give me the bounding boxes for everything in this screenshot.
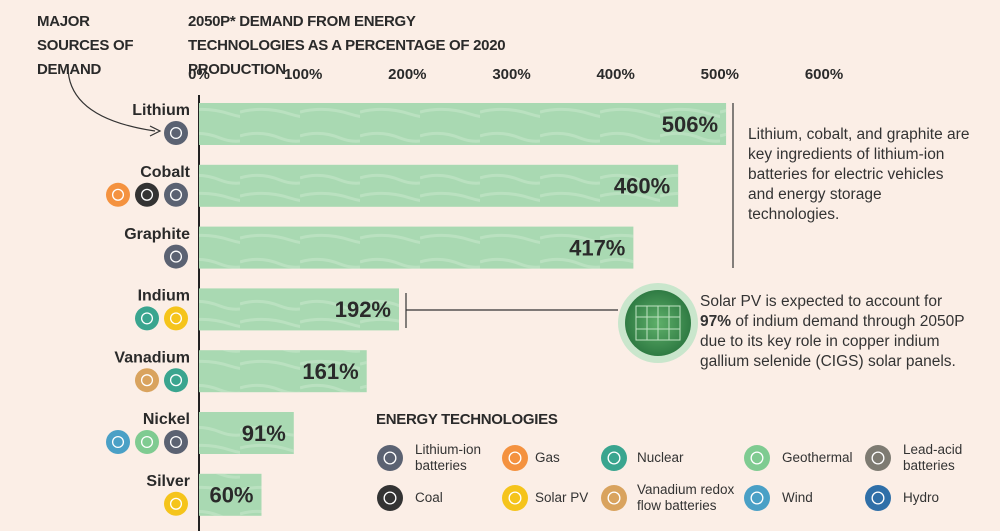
tech-icon-glyph	[140, 312, 154, 325]
tech-icon	[135, 182, 159, 207]
bar-texture	[199, 288, 399, 331]
tech-icon-glyph	[169, 188, 183, 201]
tech-icon	[502, 445, 528, 471]
bar-texture	[199, 103, 727, 145]
tech-icon-glyph	[169, 250, 183, 263]
legend-label: Nuclear	[637, 450, 684, 465]
tech-icon-glyph	[383, 451, 397, 465]
tech-icon-glyph	[508, 451, 522, 465]
category-axis-title: MAJOR SOURCES OF DEMAND	[37, 13, 134, 78]
tech-icon-glyph	[871, 491, 885, 505]
category-label: Silver	[146, 473, 190, 490]
bar-texture	[199, 473, 262, 516]
pointer-arrow	[67, 63, 156, 132]
tech-icon	[164, 491, 188, 516]
tech-icon	[744, 485, 770, 511]
tech-icon	[377, 445, 403, 471]
bar-texture	[199, 412, 294, 454]
legend-label: Hydro	[903, 490, 940, 505]
x-tick-label: 600%	[805, 66, 843, 83]
bar-texture	[199, 226, 634, 269]
legend-label: Coal	[415, 490, 443, 505]
annotation-highlight: 97%	[700, 313, 732, 330]
tech-icon-glyph	[140, 374, 154, 387]
x-tick-label: 400%	[596, 66, 634, 83]
tech-icon-glyph	[169, 374, 183, 387]
tech-icon-glyph	[140, 435, 154, 449]
solar-panel	[635, 305, 681, 341]
annotation: Lithium, cobalt, and graphite are key in…	[748, 126, 970, 223]
x-tick-label: 100%	[284, 66, 322, 83]
tech-icon	[106, 430, 130, 454]
annotation-text: Solar PV is expected to account for	[700, 293, 943, 310]
bar-texture	[199, 350, 367, 393]
legend-label: Solar PV	[535, 490, 589, 505]
category-label: Nickel	[143, 411, 190, 428]
value-label: 60%	[209, 483, 253, 508]
tech-icon	[601, 485, 627, 511]
tech-icon	[106, 182, 130, 207]
tech-icon-glyph	[169, 435, 183, 449]
tech-icon	[865, 445, 891, 471]
legend-label: Gas	[535, 450, 560, 465]
tech-icon	[865, 485, 891, 511]
tech-icon	[502, 485, 528, 511]
tech-icon-glyph	[383, 491, 397, 505]
value-label: 192%	[335, 297, 391, 322]
tech-icon-glyph	[750, 491, 764, 505]
category-label: Indium	[138, 288, 190, 305]
bracket	[405, 293, 618, 328]
tech-icon-glyph	[607, 451, 621, 465]
tech-icon-glyph	[169, 126, 183, 140]
legend-label: Wind	[782, 490, 813, 505]
legend-label: Geothermal	[782, 450, 853, 465]
x-tick-label: 200%	[388, 66, 426, 83]
tech-icon	[164, 121, 188, 145]
x-tick-label: 300%	[492, 66, 530, 83]
tech-icon	[135, 306, 159, 331]
tech-icon	[164, 244, 188, 269]
legend-label: Vanadium redox flow batteries	[637, 482, 735, 513]
tech-icon	[164, 306, 188, 331]
tech-icon	[164, 368, 188, 393]
category-label: Vanadium	[114, 349, 190, 366]
legend-title: ENERGY TECHNOLOGIES	[376, 411, 558, 428]
tech-icon-glyph	[750, 451, 764, 465]
arrow-head	[149, 125, 162, 137]
bar-texture	[199, 164, 679, 207]
tech-icon	[164, 430, 188, 454]
value-label: 161%	[302, 359, 358, 384]
tech-icon	[744, 445, 770, 471]
tech-icon-glyph	[169, 497, 183, 510]
x-tick-label: 500%	[701, 66, 739, 83]
tech-icon	[135, 368, 159, 393]
legend-label: Lithium-ion batteries	[415, 442, 482, 473]
tech-icon	[601, 445, 627, 471]
annotation-text: of indium demand through 2050P due to it…	[700, 313, 965, 370]
category-label: Lithium	[132, 102, 190, 119]
tech-icon-glyph	[169, 312, 183, 325]
category-label: Graphite	[124, 226, 190, 243]
x-tick-label: 0%	[188, 66, 210, 83]
tech-icon-glyph	[111, 188, 125, 201]
value-label: 91%	[242, 421, 286, 446]
tech-icon	[164, 182, 188, 207]
value-label: 506%	[662, 112, 718, 137]
tech-icon-glyph	[871, 451, 885, 465]
tech-icon-glyph	[607, 491, 621, 505]
chart-title: 2050P* DEMAND FROM ENERGY TECHNOLOGIES A…	[188, 13, 506, 78]
value-label: 417%	[569, 235, 625, 260]
tech-icon-glyph	[508, 491, 522, 505]
tech-icon	[377, 485, 403, 511]
tech-icon-glyph	[111, 435, 125, 449]
legend-label: Lead-acid batteries	[903, 442, 963, 473]
tech-icon	[135, 430, 159, 454]
tech-icon-glyph	[140, 188, 154, 201]
category-label: Cobalt	[140, 164, 190, 181]
annotation: Solar PV is expected to account for 97% …	[700, 292, 970, 372]
value-label: 460%	[614, 174, 670, 199]
